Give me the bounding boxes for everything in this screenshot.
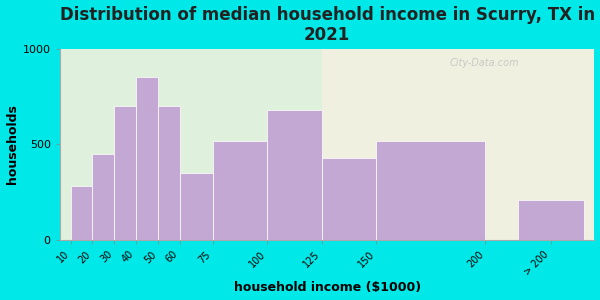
Bar bbox=[322, 49, 595, 240]
X-axis label: household income ($1000): household income ($1000) bbox=[233, 281, 421, 294]
Bar bbox=[136, 77, 158, 240]
Bar bbox=[376, 141, 485, 240]
Bar bbox=[71, 186, 92, 240]
Bar bbox=[322, 158, 376, 240]
Bar bbox=[518, 200, 584, 240]
Bar bbox=[60, 49, 322, 240]
Bar bbox=[158, 106, 180, 240]
Bar bbox=[180, 173, 212, 240]
Title: Distribution of median household income in Scurry, TX in
2021: Distribution of median household income … bbox=[59, 6, 595, 44]
Y-axis label: households: households bbox=[5, 104, 19, 184]
Bar bbox=[212, 141, 267, 240]
Bar bbox=[115, 106, 136, 240]
Text: City-Data.com: City-Data.com bbox=[450, 58, 520, 68]
Bar bbox=[92, 154, 115, 240]
Bar bbox=[267, 110, 322, 240]
